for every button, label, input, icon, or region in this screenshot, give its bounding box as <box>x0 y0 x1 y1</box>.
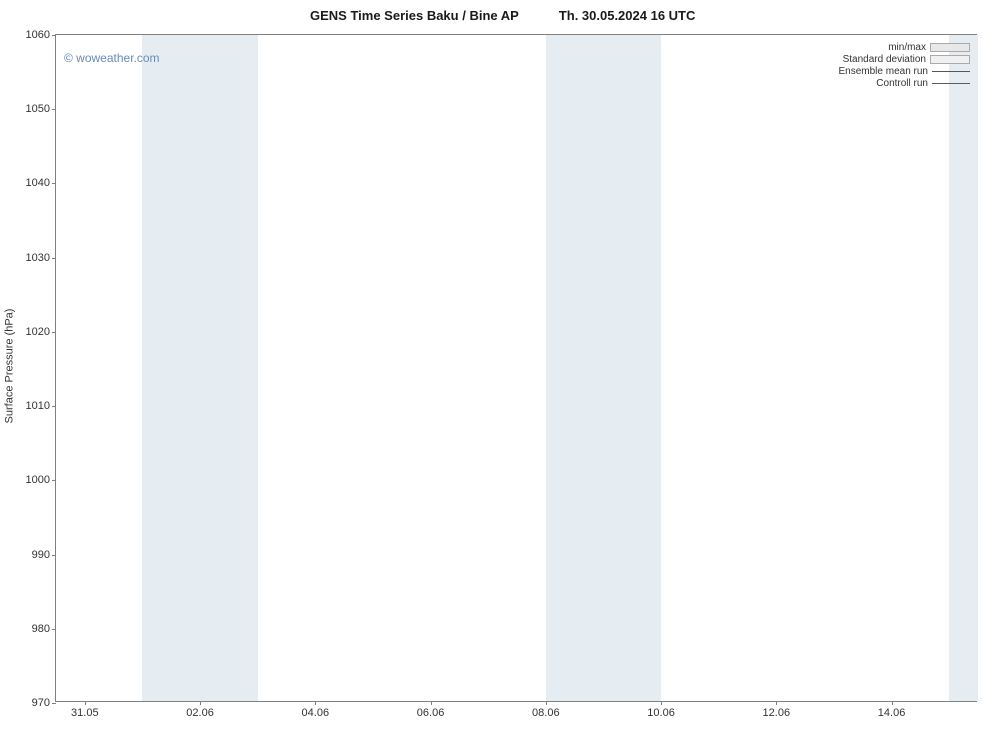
plot-area: © woweather.com min/maxStandard deviatio… <box>55 34 977 702</box>
y-tick-mark <box>52 406 56 407</box>
chart-title-right: Th. 30.05.2024 16 UTC <box>559 8 696 23</box>
x-tick-mark <box>315 701 316 705</box>
chart-title-group: GENS Time Series Baku / Bine AP Th. 30.0… <box>310 8 695 23</box>
y-tick-mark <box>52 703 56 704</box>
y-tick-mark <box>52 258 56 259</box>
x-tick-mark <box>892 701 893 705</box>
legend: min/maxStandard deviationEnsemble mean r… <box>839 41 971 89</box>
x-tick-mark <box>85 701 86 705</box>
legend-swatch <box>932 66 970 76</box>
legend-swatch <box>930 43 970 52</box>
legend-swatch <box>930 55 970 64</box>
x-tick-mark <box>661 701 662 705</box>
legend-label: Controll run <box>876 78 932 89</box>
y-tick-mark <box>52 35 56 36</box>
weekend-band <box>949 35 978 701</box>
y-tick-mark <box>52 555 56 556</box>
y-tick-mark <box>52 183 56 184</box>
legend-item: min/max <box>839 41 971 53</box>
legend-item: Controll run <box>839 77 971 89</box>
legend-label: Ensemble mean run <box>839 66 933 77</box>
legend-label: min/max <box>888 42 930 53</box>
y-tick-mark <box>52 480 56 481</box>
y-tick-mark <box>52 109 56 110</box>
legend-item: Ensemble mean run <box>839 65 971 77</box>
chart-container: GENS Time Series Baku / Bine AP Th. 30.0… <box>0 0 1000 733</box>
y-tick-mark <box>52 332 56 333</box>
x-tick-mark <box>546 701 547 705</box>
y-axis-label: Surface Pressure (hPa) <box>3 309 15 424</box>
legend-swatch <box>932 78 970 88</box>
y-tick-mark <box>52 629 56 630</box>
x-tick-mark <box>776 701 777 705</box>
weekend-band <box>546 35 661 701</box>
legend-item: Standard deviation <box>839 53 971 65</box>
x-tick-mark <box>431 701 432 705</box>
x-tick-mark <box>200 701 201 705</box>
watermark: © woweather.com <box>64 51 160 65</box>
chart-title-left: GENS Time Series Baku / Bine AP <box>310 8 519 23</box>
weekend-band <box>142 35 257 701</box>
legend-label: Standard deviation <box>843 54 930 65</box>
